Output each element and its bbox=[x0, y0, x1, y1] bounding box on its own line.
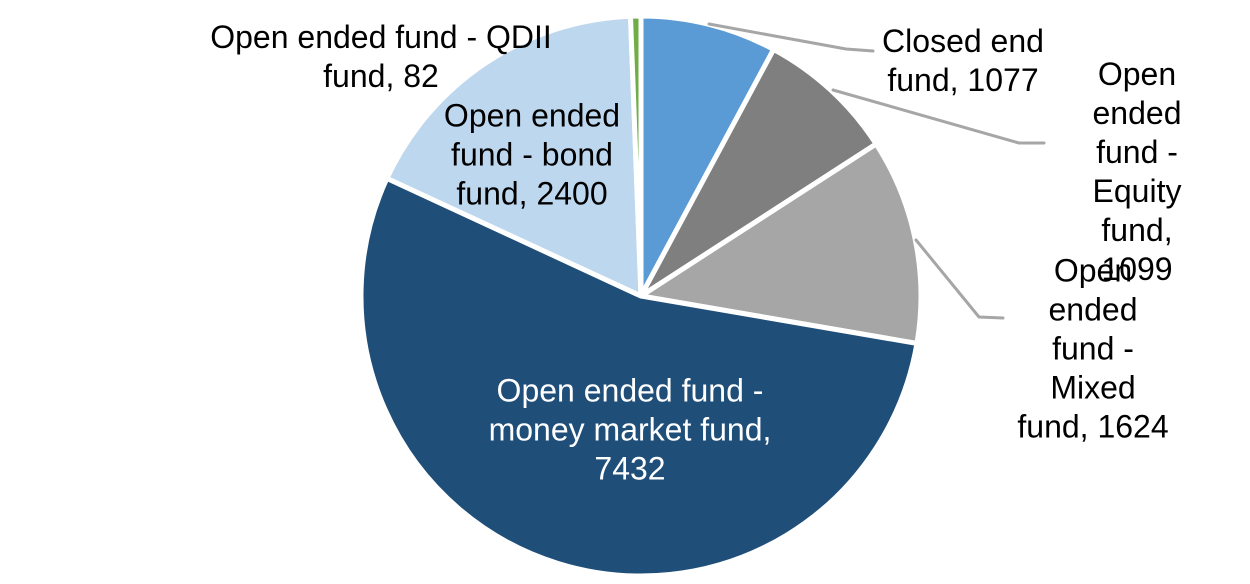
pie-slice-bond-fund bbox=[384, 13, 644, 299]
slice-label-mixed-fund: Open ended fund - Mixed fund, 1624 bbox=[1017, 252, 1169, 445]
leader-line-closed-end-fund bbox=[707, 22, 875, 53]
leader-line-mixed-fund bbox=[914, 238, 1005, 320]
leader-line-equity-fund bbox=[831, 88, 1046, 145]
slice-label-equity-fund: Open ended fund - Equity fund, 1099 bbox=[1092, 56, 1182, 287]
pie-slice-money-market-fund bbox=[358, 175, 920, 579]
pie-slice-equity-fund bbox=[638, 46, 879, 299]
slice-label-qdii-fund: Open ended fund - QDII fund, 82 bbox=[210, 19, 552, 94]
pie-slice-qdii-fund bbox=[627, 13, 644, 299]
slice-label-closed-end-fund: Closed end fund, 1077 bbox=[882, 23, 1044, 98]
slice-label-money-market-fund: Open ended fund - money market fund, 743… bbox=[488, 372, 772, 487]
slice-label-bond-fund: Open ended fund - bond fund, 2400 bbox=[443, 97, 621, 212]
